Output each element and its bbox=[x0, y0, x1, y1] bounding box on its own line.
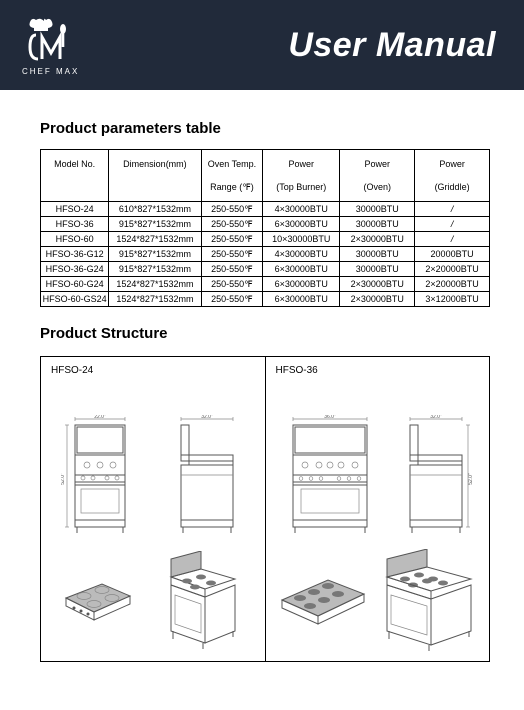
table-row: HFSO-36915*827*1532mm250-550℉6×30000BTU3… bbox=[41, 217, 490, 232]
table-row: HFSO-36-G24915*827*1532mm250-550℉6×30000… bbox=[41, 262, 490, 277]
table-cell: HFSO-36 bbox=[41, 217, 109, 232]
page-content: Product parameters table Model No. Dimen… bbox=[0, 90, 524, 662]
table-cell: 2×20000BTU bbox=[415, 262, 490, 277]
table-cell: 250-550℉ bbox=[201, 247, 263, 262]
col-p2-top: Power bbox=[340, 150, 415, 176]
table-cell: 2×30000BTU bbox=[340, 292, 415, 307]
svg-text:36.0": 36.0" bbox=[324, 415, 336, 420]
hfso24-elevations: 22.0" 52.0" bbox=[41, 384, 265, 541]
table-cell: 2×20000BTU bbox=[415, 277, 490, 292]
structure-col-hfso36: HFSO-36 36.0" bbox=[266, 357, 490, 661]
table-cell: 1524*827*1532mm bbox=[109, 232, 201, 247]
params-section-title: Product parameters table bbox=[40, 120, 490, 137]
col-temp-bot: Range (℉) bbox=[201, 176, 263, 202]
table-cell: 250-550℉ bbox=[201, 217, 263, 232]
table-row: HFSO-60-G241524*827*1532mm250-550℉6×3000… bbox=[41, 277, 490, 292]
structure-section-title: Product Structure bbox=[40, 325, 490, 342]
table-cell: 30000BTU bbox=[340, 202, 415, 217]
params-header-row-bottom: Range (℉) (Top Burner) (Oven) (Griddle) bbox=[41, 176, 490, 202]
hfso24-full-render-icon bbox=[161, 551, 247, 651]
col-model-top: Model No. bbox=[41, 150, 109, 176]
table-cell: 10×30000BTU bbox=[263, 232, 340, 247]
table-cell: 610*827*1532mm bbox=[109, 202, 201, 217]
table-row: HFSO-60-GS241524*827*1532mm250-550℉6×300… bbox=[41, 292, 490, 307]
table-cell: 30000BTU bbox=[340, 217, 415, 232]
table-cell: 250-550℉ bbox=[201, 262, 263, 277]
hfso36-front-drawing-icon: 36.0" bbox=[281, 415, 377, 535]
structure-col-hfso24: HFSO-24 22.0" 52.0" bbox=[41, 357, 266, 661]
table-row: HFSO-36-G12915*827*1532mm250-550℉4×30000… bbox=[41, 247, 490, 262]
col-dim-bot bbox=[109, 176, 201, 202]
structure-label-right: HFSO-36 bbox=[266, 357, 490, 384]
table-cell: HFSO-36-G12 bbox=[41, 247, 109, 262]
table-cell: 915*827*1532mm bbox=[109, 262, 201, 277]
col-p3-bot: (Griddle) bbox=[415, 176, 490, 202]
table-cell: 6×30000BTU bbox=[263, 262, 340, 277]
table-cell: HFSO-60-G24 bbox=[41, 277, 109, 292]
col-p2-bot: (Oven) bbox=[340, 176, 415, 202]
table-cell: 250-550℉ bbox=[201, 232, 263, 247]
svg-text:52.0": 52.0" bbox=[61, 473, 66, 485]
hfso24-renders bbox=[41, 541, 265, 661]
hfso36-cooktop-render-icon bbox=[276, 562, 370, 640]
hfso36-renders bbox=[266, 541, 490, 661]
manual-title: User Manual bbox=[288, 26, 496, 65]
table-cell: 30000BTU bbox=[340, 262, 415, 277]
table-cell: HFSO-60-GS24 bbox=[41, 292, 109, 307]
table-cell: 4×30000BTU bbox=[263, 202, 340, 217]
col-temp-top: Oven Temp. bbox=[201, 150, 263, 176]
table-cell: 1524*827*1532mm bbox=[109, 277, 201, 292]
table-cell: / bbox=[415, 217, 490, 232]
svg-text:22.0": 22.0" bbox=[94, 415, 106, 420]
svg-text:32.0": 32.0" bbox=[430, 415, 442, 420]
header-bar: CHEF MAX User Manual bbox=[0, 0, 524, 90]
table-cell: 6×30000BTU bbox=[263, 292, 340, 307]
table-cell: 250-550℉ bbox=[201, 202, 263, 217]
table-cell: 6×30000BTU bbox=[263, 277, 340, 292]
table-row: HFSO-24610*827*1532mm250-550℉4×30000BTU3… bbox=[41, 202, 490, 217]
hfso36-side-drawing-icon: 32.0" 52.0" bbox=[396, 415, 474, 535]
table-cell: 3×12000BTU bbox=[415, 292, 490, 307]
brand-name: CHEF MAX bbox=[22, 67, 79, 76]
hfso24-front-drawing-icon: 22.0" 52.0" bbox=[61, 415, 139, 535]
col-p1-top: Power bbox=[263, 150, 340, 176]
table-cell: / bbox=[415, 202, 490, 217]
table-cell: 2×30000BTU bbox=[340, 232, 415, 247]
params-table: Model No. Dimension(mm) Oven Temp. Power… bbox=[40, 149, 490, 307]
col-dim-top: Dimension(mm) bbox=[109, 150, 201, 176]
col-p1-bot: (Top Burner) bbox=[263, 176, 340, 202]
hfso24-cooktop-render-icon bbox=[58, 562, 138, 640]
table-cell: 6×30000BTU bbox=[263, 217, 340, 232]
table-cell: 30000BTU bbox=[340, 247, 415, 262]
table-cell: 915*827*1532mm bbox=[109, 217, 201, 232]
col-model-bot bbox=[41, 176, 109, 202]
table-cell: HFSO-24 bbox=[41, 202, 109, 217]
structure-label-left: HFSO-24 bbox=[41, 357, 265, 384]
table-cell: 250-550℉ bbox=[201, 277, 263, 292]
table-cell: HFSO-36-G24 bbox=[41, 262, 109, 277]
brand-logo: CHEF MAX bbox=[22, 15, 79, 76]
table-row: HFSO-601524*827*1532mm250-550℉10×30000BT… bbox=[41, 232, 490, 247]
svg-text:52.0": 52.0" bbox=[468, 473, 474, 485]
table-cell: 1524*827*1532mm bbox=[109, 292, 201, 307]
chef-logo-icon bbox=[26, 15, 76, 65]
col-p3-top: Power bbox=[415, 150, 490, 176]
table-cell: HFSO-60 bbox=[41, 232, 109, 247]
table-cell: 2×30000BTU bbox=[340, 277, 415, 292]
hfso24-side-drawing-icon: 32.0" bbox=[167, 415, 245, 535]
table-cell: / bbox=[415, 232, 490, 247]
hfso36-elevations: 36.0" 32.0" bbox=[266, 384, 490, 541]
table-cell: 250-550℉ bbox=[201, 292, 263, 307]
table-cell: 915*827*1532mm bbox=[109, 247, 201, 262]
hfso36-full-render-icon bbox=[379, 549, 479, 653]
table-cell: 4×30000BTU bbox=[263, 247, 340, 262]
params-header-row-top: Model No. Dimension(mm) Oven Temp. Power… bbox=[41, 150, 490, 176]
structure-grid: HFSO-24 22.0" 52.0" bbox=[40, 356, 490, 662]
table-cell: 20000BTU bbox=[415, 247, 490, 262]
svg-text:32.0": 32.0" bbox=[201, 415, 213, 420]
